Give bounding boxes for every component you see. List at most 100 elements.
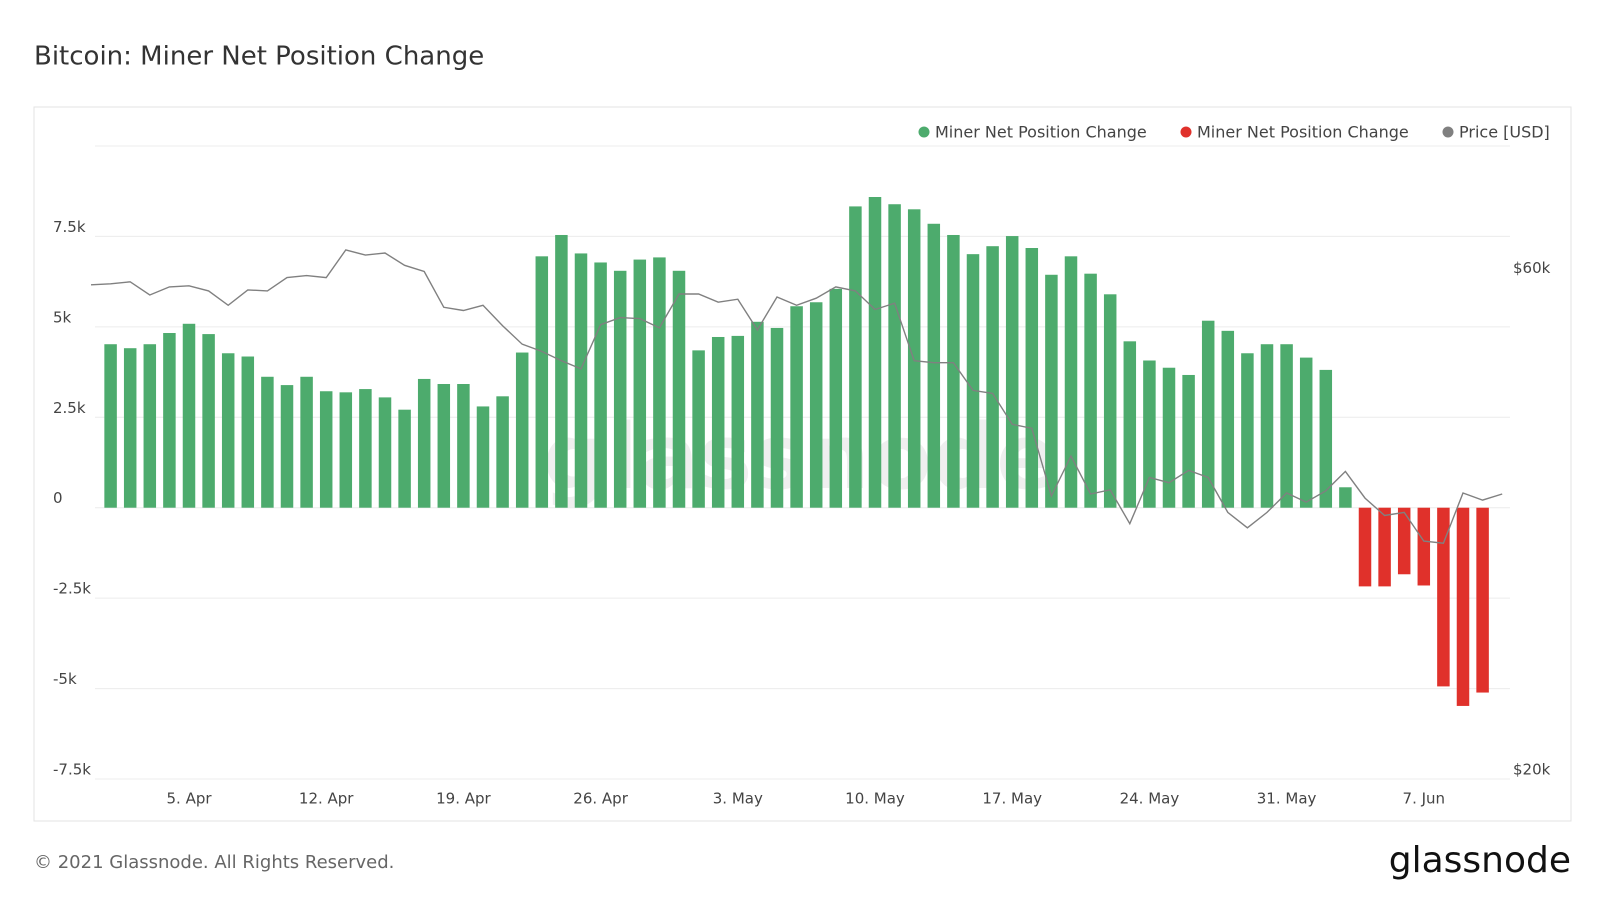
x-tick-label: 7. Jun bbox=[1403, 790, 1446, 808]
bar bbox=[339, 392, 353, 508]
bar bbox=[790, 306, 803, 508]
bar bbox=[711, 336, 725, 508]
y-tick-label: -5k bbox=[53, 670, 77, 688]
y-tick-label: 5k bbox=[53, 308, 72, 326]
bar bbox=[1182, 374, 1195, 508]
bar bbox=[457, 384, 470, 508]
bar bbox=[1378, 507, 1391, 587]
x-tick-label: 26. Apr bbox=[573, 790, 628, 808]
bar bbox=[849, 206, 862, 508]
bar bbox=[1045, 274, 1058, 508]
logo: glassnode bbox=[1389, 840, 1571, 881]
bar bbox=[1319, 369, 1333, 508]
bar bbox=[1025, 248, 1039, 508]
bar bbox=[300, 376, 313, 508]
bar bbox=[535, 256, 549, 508]
bar bbox=[1241, 353, 1254, 508]
bar bbox=[1005, 236, 1019, 508]
bar bbox=[1201, 320, 1215, 508]
y-tick-label: -7.5k bbox=[53, 761, 91, 779]
y2-tick-label: $20k bbox=[1513, 761, 1551, 779]
y-tick-label: 7.5k bbox=[53, 218, 86, 236]
bar bbox=[163, 333, 176, 508]
bar bbox=[770, 327, 784, 508]
bar bbox=[398, 409, 411, 508]
bar bbox=[417, 378, 431, 508]
bar bbox=[1299, 357, 1313, 508]
x-tick-label: 12. Apr bbox=[299, 790, 354, 808]
bar bbox=[633, 259, 647, 508]
legend-label: Price [USD] bbox=[1459, 123, 1550, 142]
chart-title: Bitcoin: Miner Net Position Change bbox=[34, 42, 484, 72]
bar bbox=[143, 344, 157, 508]
bar bbox=[829, 288, 843, 508]
bar bbox=[241, 356, 255, 508]
bar bbox=[731, 335, 745, 508]
bar bbox=[613, 270, 627, 508]
legend-label: Miner Net Position Change bbox=[1197, 123, 1409, 142]
bar bbox=[1456, 507, 1470, 706]
bar bbox=[986, 246, 999, 508]
bar bbox=[751, 321, 764, 508]
price-line bbox=[90, 249, 1503, 544]
bar bbox=[1064, 256, 1078, 508]
footer: © 2021 Glassnode. All Rights Reserved. bbox=[34, 852, 394, 873]
x-tick-label: 3. May bbox=[713, 790, 763, 808]
bar bbox=[809, 302, 823, 508]
bar bbox=[261, 376, 274, 508]
legend-marker bbox=[1180, 126, 1192, 138]
x-tick-label: 24. May bbox=[1120, 790, 1180, 808]
bar bbox=[1397, 507, 1411, 575]
bar bbox=[555, 234, 568, 508]
bar bbox=[1417, 507, 1431, 586]
bar bbox=[594, 262, 607, 508]
bar bbox=[1358, 507, 1372, 587]
bar bbox=[907, 209, 921, 508]
bar bbox=[515, 352, 529, 508]
bar bbox=[476, 406, 490, 508]
y-tick-label: 2.5k bbox=[53, 399, 86, 417]
x-tick-label: 5. Apr bbox=[166, 790, 212, 808]
bar bbox=[966, 254, 980, 508]
bar bbox=[1143, 360, 1156, 508]
bar bbox=[202, 334, 215, 508]
y-tick-label: -2.5k bbox=[53, 580, 91, 598]
bar bbox=[1123, 341, 1137, 508]
bar bbox=[280, 385, 294, 508]
x-tick-label: 31. May bbox=[1257, 790, 1317, 808]
chart-frame bbox=[33, 106, 1572, 822]
bar bbox=[653, 257, 666, 508]
bar bbox=[927, 223, 941, 508]
x-tick-label: 10. May bbox=[845, 790, 905, 808]
bar bbox=[868, 197, 882, 508]
legend-marker bbox=[1442, 126, 1454, 138]
bar bbox=[1476, 507, 1489, 693]
bar bbox=[221, 353, 235, 508]
y-tick-label: 0 bbox=[53, 489, 63, 507]
x-tick-label: 17. May bbox=[982, 790, 1042, 808]
bar bbox=[888, 204, 901, 508]
legend-marker bbox=[918, 126, 930, 138]
bar bbox=[1437, 507, 1450, 687]
bar bbox=[574, 253, 588, 508]
bar bbox=[1280, 344, 1293, 508]
x-tick-label: 19. Apr bbox=[436, 790, 491, 808]
bar bbox=[123, 348, 137, 508]
bar bbox=[947, 234, 960, 508]
bar bbox=[182, 323, 196, 508]
bar bbox=[1103, 294, 1117, 508]
bar bbox=[1221, 330, 1235, 508]
bar bbox=[359, 389, 372, 508]
bar bbox=[319, 391, 333, 508]
bar bbox=[692, 350, 705, 508]
y2-tick-label: $60k bbox=[1513, 259, 1551, 277]
bar bbox=[104, 344, 117, 508]
legend-label: Miner Net Position Change bbox=[935, 123, 1147, 142]
bar bbox=[1162, 367, 1176, 508]
bar bbox=[1339, 487, 1352, 508]
bar bbox=[1084, 273, 1097, 508]
bar bbox=[496, 396, 509, 508]
bar bbox=[378, 397, 392, 508]
bar bbox=[672, 270, 686, 508]
